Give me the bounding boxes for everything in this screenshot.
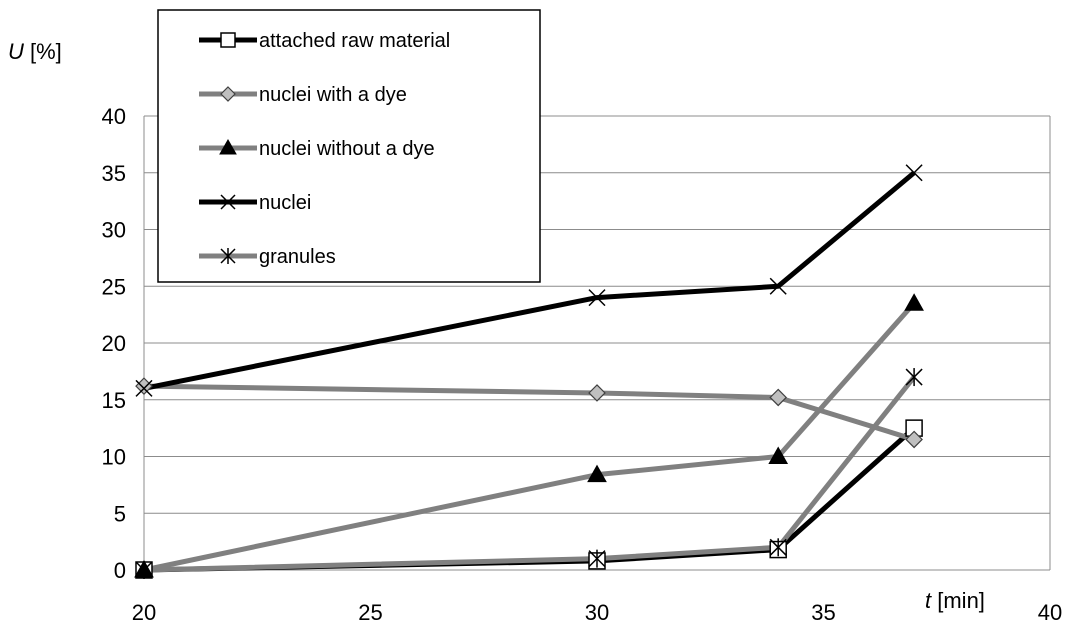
y-axis-variable: U	[8, 39, 24, 64]
data-point	[769, 538, 787, 557]
y-tick-label: 0	[114, 558, 126, 583]
y-tick-label: 25	[102, 274, 126, 299]
series-markers-5	[135, 368, 923, 579]
data-point	[588, 289, 606, 307]
legend-label: nuclei without a dye	[259, 138, 435, 160]
data-point	[587, 464, 607, 483]
legend-label: granules	[259, 246, 336, 268]
legend-entry: nuclei with a dye	[199, 84, 407, 106]
y-tick-label: 5	[114, 501, 126, 526]
data-point	[588, 384, 606, 402]
series-markers-1	[135, 419, 923, 579]
data-point	[905, 430, 923, 449]
data-point	[135, 377, 153, 395]
legend-entry: attached raw material	[199, 30, 450, 52]
series-line-3	[143, 301, 916, 573]
y-tick-label: 15	[102, 388, 126, 413]
data-point	[588, 549, 606, 568]
marker-filled-triangle	[219, 138, 237, 155]
x-tick-label: 25	[358, 600, 382, 625]
series-line-4	[143, 170, 916, 391]
y-tick-label: 35	[102, 161, 126, 186]
x-axis-unit: [min]	[931, 588, 985, 613]
series-line-5	[143, 375, 917, 573]
legend-entry: nuclei without a dye	[199, 138, 435, 160]
series-layer	[134, 164, 924, 579]
legend-entry: granules	[199, 246, 336, 268]
series-line-2	[143, 383, 915, 442]
data-point	[769, 388, 788, 407]
y-tick-label: 40	[102, 104, 126, 129]
marker-open-square	[220, 32, 236, 48]
legend: attached raw material nuclei with a dye nu…	[157, 9, 541, 283]
x-tick-label: 40	[1038, 600, 1062, 625]
legend-label: nuclei with a dye	[259, 84, 407, 106]
marker-star	[220, 248, 236, 264]
data-point	[769, 277, 787, 295]
x-tick-label: 35	[811, 600, 835, 625]
data-point	[768, 446, 789, 464]
marker-diamond	[220, 86, 236, 102]
data-point	[904, 293, 924, 311]
data-point	[135, 379, 153, 397]
y-axis-unit: [%]	[24, 39, 62, 64]
y-axis-label: U [%]	[8, 39, 62, 64]
series-markers-3	[134, 293, 924, 578]
legend-label: attached raw material	[259, 30, 450, 52]
y-tick-label: 20	[102, 331, 126, 356]
data-point	[905, 368, 923, 387]
legend-label: nuclei	[259, 192, 311, 214]
x-axis-variable: t	[925, 588, 932, 613]
x-axis-label: t [min]	[925, 588, 985, 613]
y-tick-label: 10	[102, 445, 126, 470]
x-tick-label: 20	[132, 600, 156, 625]
data-point	[135, 561, 153, 579]
legend-entry: nuclei	[199, 192, 311, 214]
data-point	[905, 164, 923, 182]
series-markers-4	[135, 164, 923, 397]
marker-x	[220, 194, 236, 210]
tick-labels: 0 5 10 15 20 25 30 35 40 20 25 30 35 40	[102, 104, 1063, 625]
y-tick-label: 30	[102, 218, 126, 243]
x-tick-label: 30	[585, 600, 609, 625]
series-line-1	[143, 426, 916, 573]
